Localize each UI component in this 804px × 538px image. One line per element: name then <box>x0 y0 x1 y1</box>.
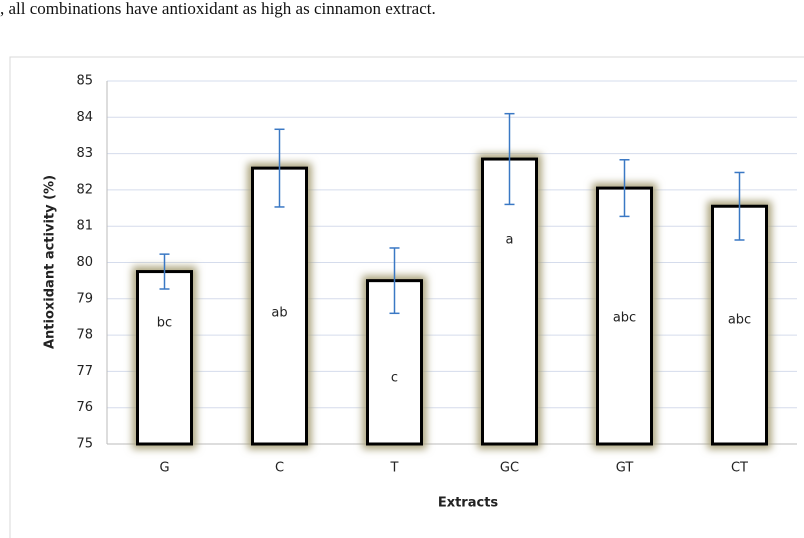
y-tick-label: 78 <box>76 328 93 343</box>
y-tick-label: 82 <box>76 182 93 197</box>
y-tick-label: 75 <box>76 437 93 452</box>
y-axis-title: Antioxidant activity (%) <box>43 175 58 349</box>
bar <box>136 270 193 446</box>
y-tick-label: 77 <box>76 364 93 379</box>
y-tick-label: 80 <box>76 255 93 270</box>
bar-letter: c <box>391 371 398 386</box>
y-tick-label: 79 <box>76 291 93 306</box>
bar <box>711 204 768 446</box>
bar <box>481 157 538 446</box>
y-tick-label: 84 <box>76 110 93 125</box>
x-tick-label: CT <box>731 461 748 476</box>
y-tick-label: 83 <box>76 146 93 161</box>
bar-letter: abc <box>728 313 751 328</box>
bar <box>596 186 653 446</box>
x-axis-title: Extracts <box>438 496 499 511</box>
y-tick-label: 85 <box>76 74 93 89</box>
x-tick-label: C <box>275 461 284 476</box>
x-tick-label: GT <box>616 461 634 476</box>
page-text: , all combinations have antioxidant as h… <box>0 0 436 18</box>
x-tick-label: G <box>159 461 169 476</box>
bar-letter: bc <box>157 316 172 331</box>
x-tick-label: T <box>390 461 399 476</box>
x-tick-label: GC <box>500 461 519 476</box>
bar-letter: ab <box>271 306 287 321</box>
y-tick-label: 81 <box>76 219 93 234</box>
bar-letter: a <box>506 233 514 248</box>
y-tick-label: 76 <box>76 400 93 415</box>
chart-frame <box>9 56 804 538</box>
bar-letter: abc <box>613 311 636 326</box>
